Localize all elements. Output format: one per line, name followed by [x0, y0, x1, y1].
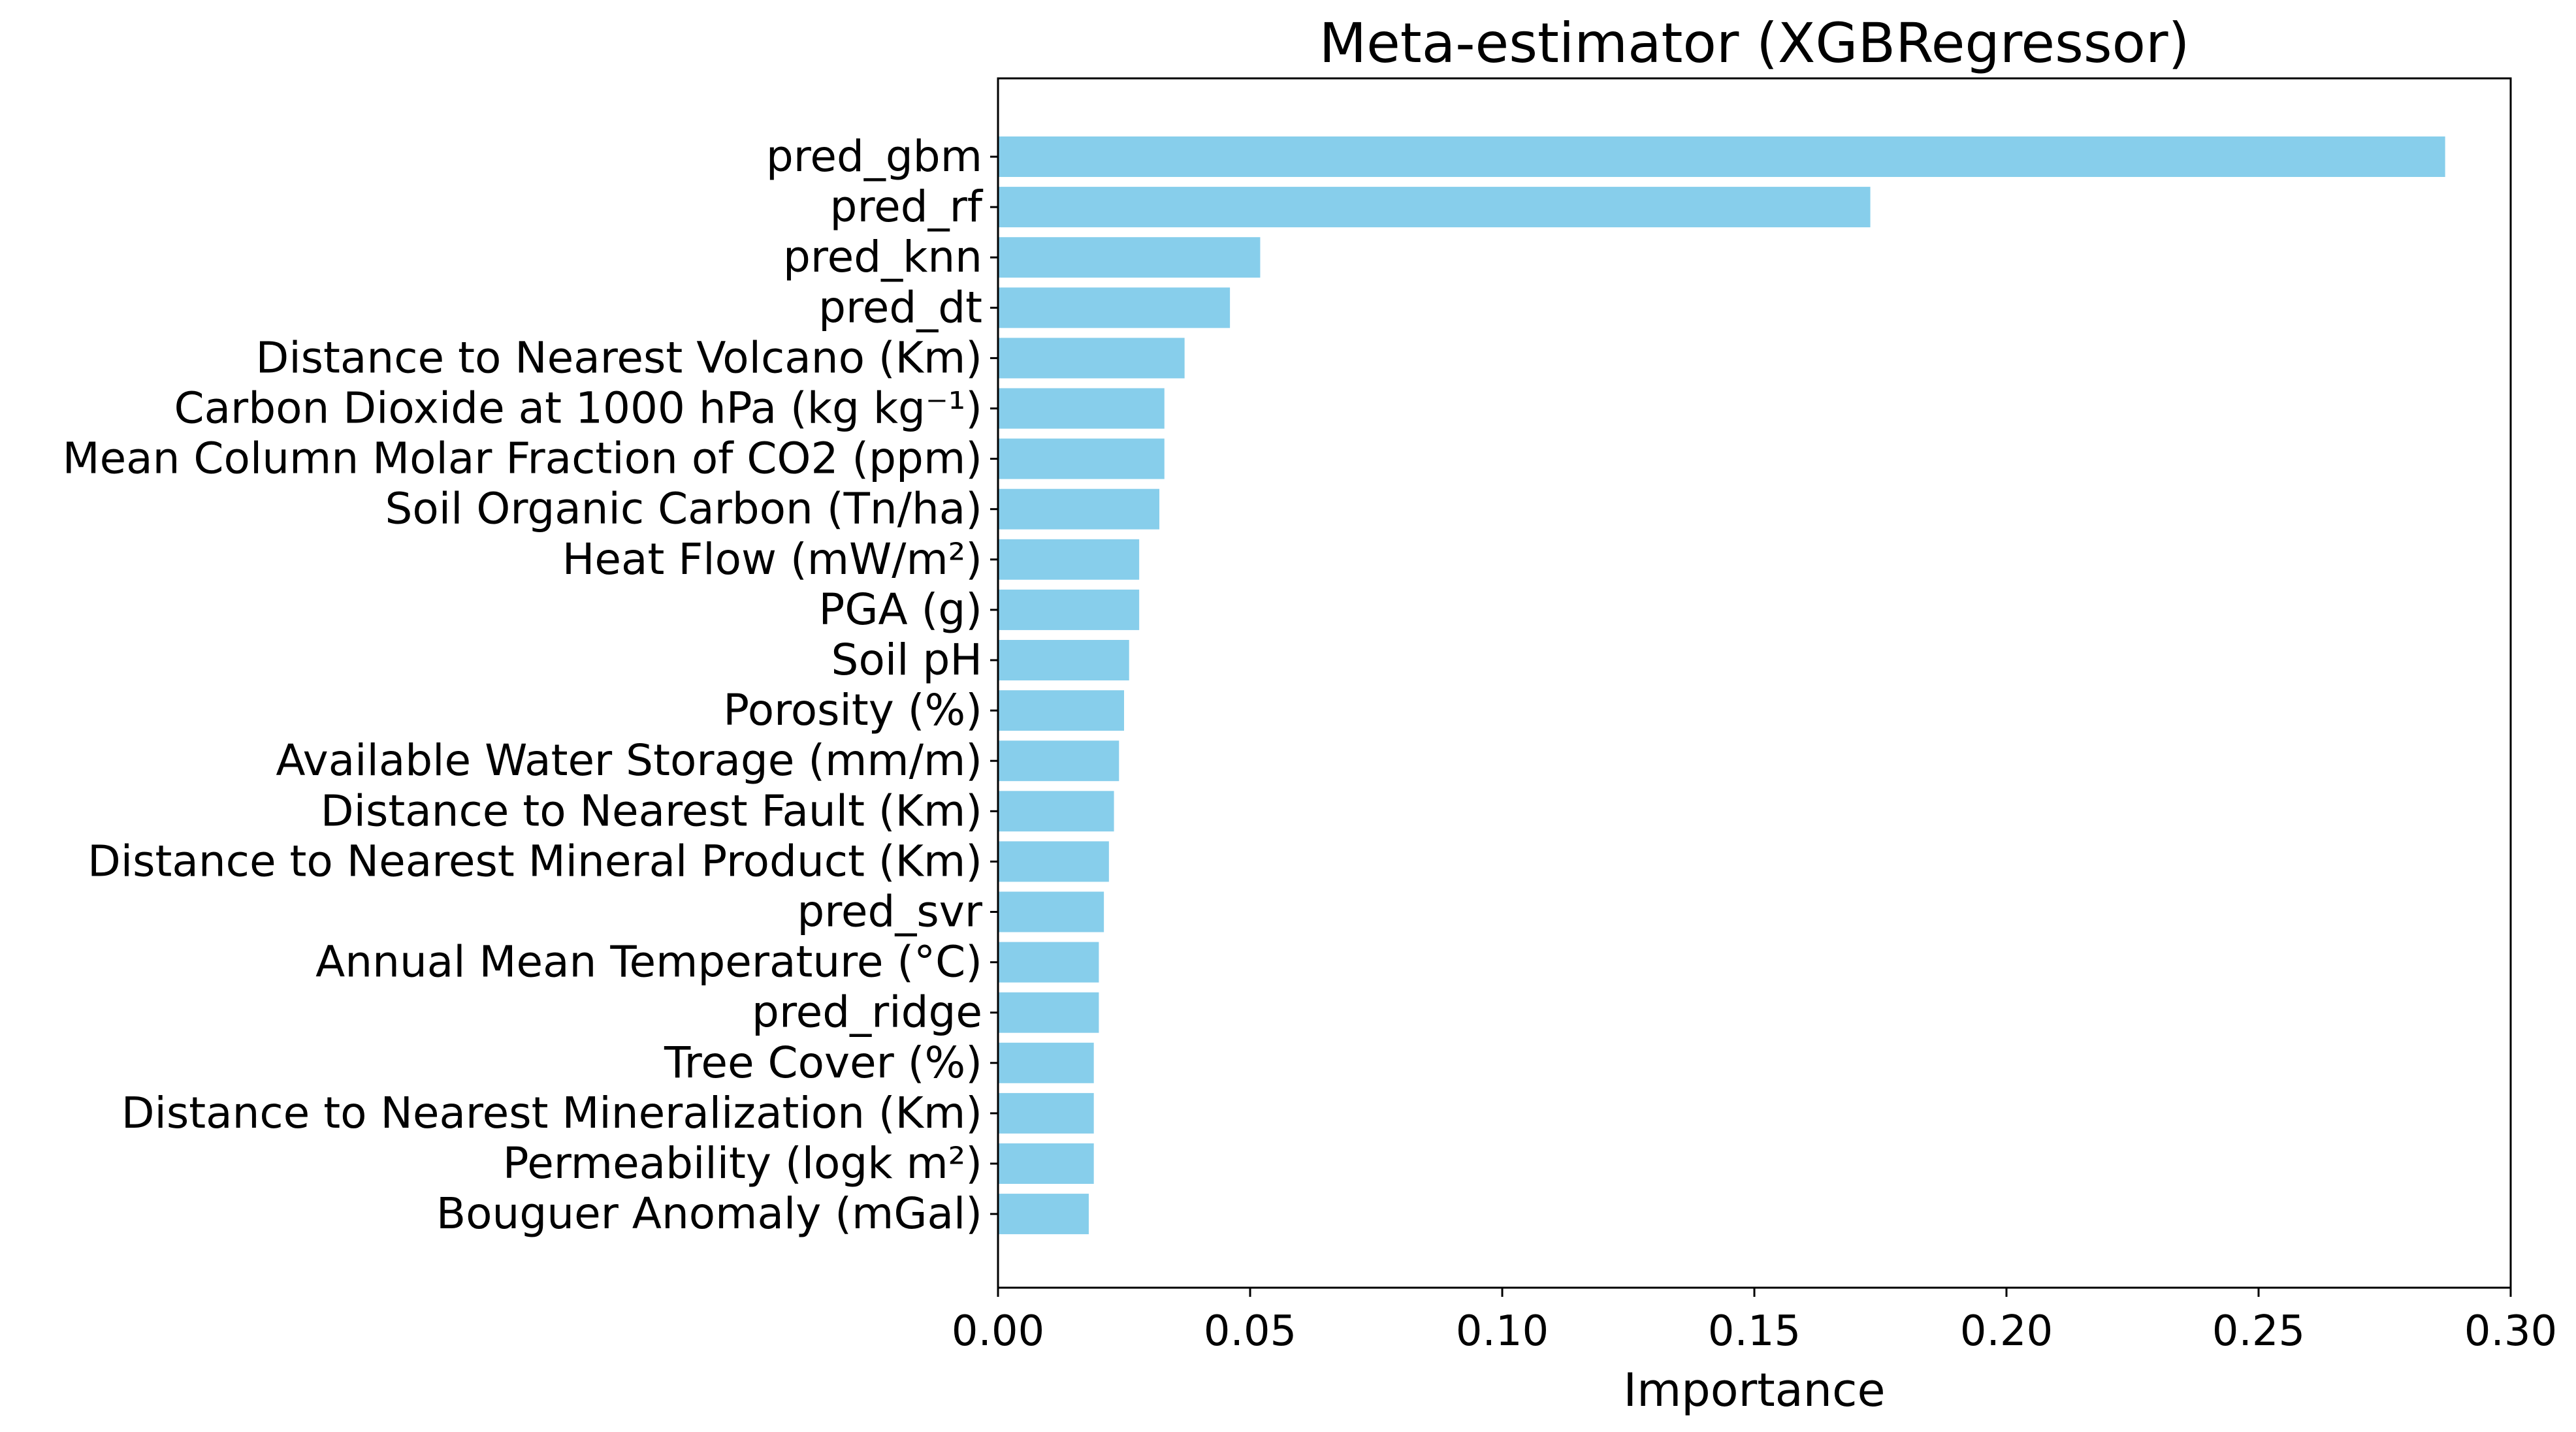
y-tick-label: pred_svr: [797, 887, 983, 937]
bar-series: [998, 136, 2445, 1235]
chart-title: Meta-estimator (XGBRegressor): [1319, 11, 2190, 75]
plot-frame: [997, 77, 2512, 1289]
bar: [998, 891, 1104, 932]
y-tick-label: Mean Column Molar Fraction of CO2 (ppm): [63, 434, 982, 484]
y-tick-label: PGA (g): [819, 584, 982, 635]
x-tick-label: 0.10: [1456, 1307, 1549, 1356]
bar: [998, 539, 1140, 580]
bar: [998, 942, 1099, 983]
y-tick-label: Annual Mean Temperature (°C): [315, 937, 982, 987]
bar: [998, 136, 2445, 177]
x-tick-label: 0.20: [1960, 1307, 2053, 1356]
bar: [998, 690, 1124, 731]
bar: [998, 640, 1129, 680]
x-tick-label: 0.15: [1708, 1307, 1801, 1356]
bar: [998, 1143, 1094, 1184]
x-axis: 0.00 0.05 0.10 0.15 0.20 0.25 0.30: [952, 1288, 2558, 1356]
bar: [998, 1194, 1089, 1235]
bar: [998, 1042, 1094, 1083]
y-tick-label: pred_dt: [818, 282, 982, 332]
y-tick-label: Tree Cover (%): [664, 1038, 982, 1088]
bar: [998, 338, 1185, 379]
y-tick-label: pred_knn: [783, 232, 982, 282]
bar: [998, 488, 1160, 530]
x-axis-label: Importance: [1623, 1363, 1885, 1417]
bar: [998, 740, 1119, 782]
y-tick-label: Distance to Nearest Mineral Product (Km): [88, 836, 982, 886]
bar: [998, 1092, 1094, 1134]
bar: [998, 287, 1231, 328]
y-tick-label: Distance to Nearest Volcano (Km): [256, 332, 983, 383]
y-tick-label: Distance to Nearest Mineralization (Km): [121, 1088, 982, 1138]
y-tick-label: pred_gbm: [766, 131, 982, 182]
y-tick-label: Bouguer Anomaly (mGal): [436, 1188, 982, 1239]
bar: [998, 841, 1109, 882]
x-tick-label: 0.00: [952, 1307, 1045, 1356]
y-tick-label: Available Water Storage (mm/m): [276, 735, 982, 786]
y-tick-label: Porosity (%): [723, 685, 982, 735]
y-tick-label: Permeability (logk m²): [503, 1138, 982, 1188]
bar: [998, 791, 1114, 832]
x-tick-label: 0.05: [1204, 1307, 1297, 1356]
bar: [998, 438, 1165, 479]
y-tick-label: Distance to Nearest Fault (Km): [321, 786, 982, 836]
y-tick-label: Soil Organic Carbon (Tn/ha): [385, 484, 982, 534]
bar: [998, 388, 1165, 429]
y-tick-label: Carbon Dioxide at 1000 hPa (kg kg⁻¹): [174, 383, 982, 434]
bar: [998, 237, 1261, 278]
bar: [998, 992, 1099, 1033]
x-tick-label: 0.25: [2212, 1307, 2306, 1356]
y-tick-label: Soil pH: [831, 635, 982, 685]
y-tick-label: Heat Flow (mW/m²): [562, 534, 982, 584]
x-tick-label: 0.30: [2464, 1307, 2558, 1356]
bar: [998, 589, 1140, 630]
y-tick-label: pred_ridge: [752, 987, 982, 1038]
y-tick-label: pred_rf: [830, 182, 984, 232]
bar: [998, 187, 1871, 228]
